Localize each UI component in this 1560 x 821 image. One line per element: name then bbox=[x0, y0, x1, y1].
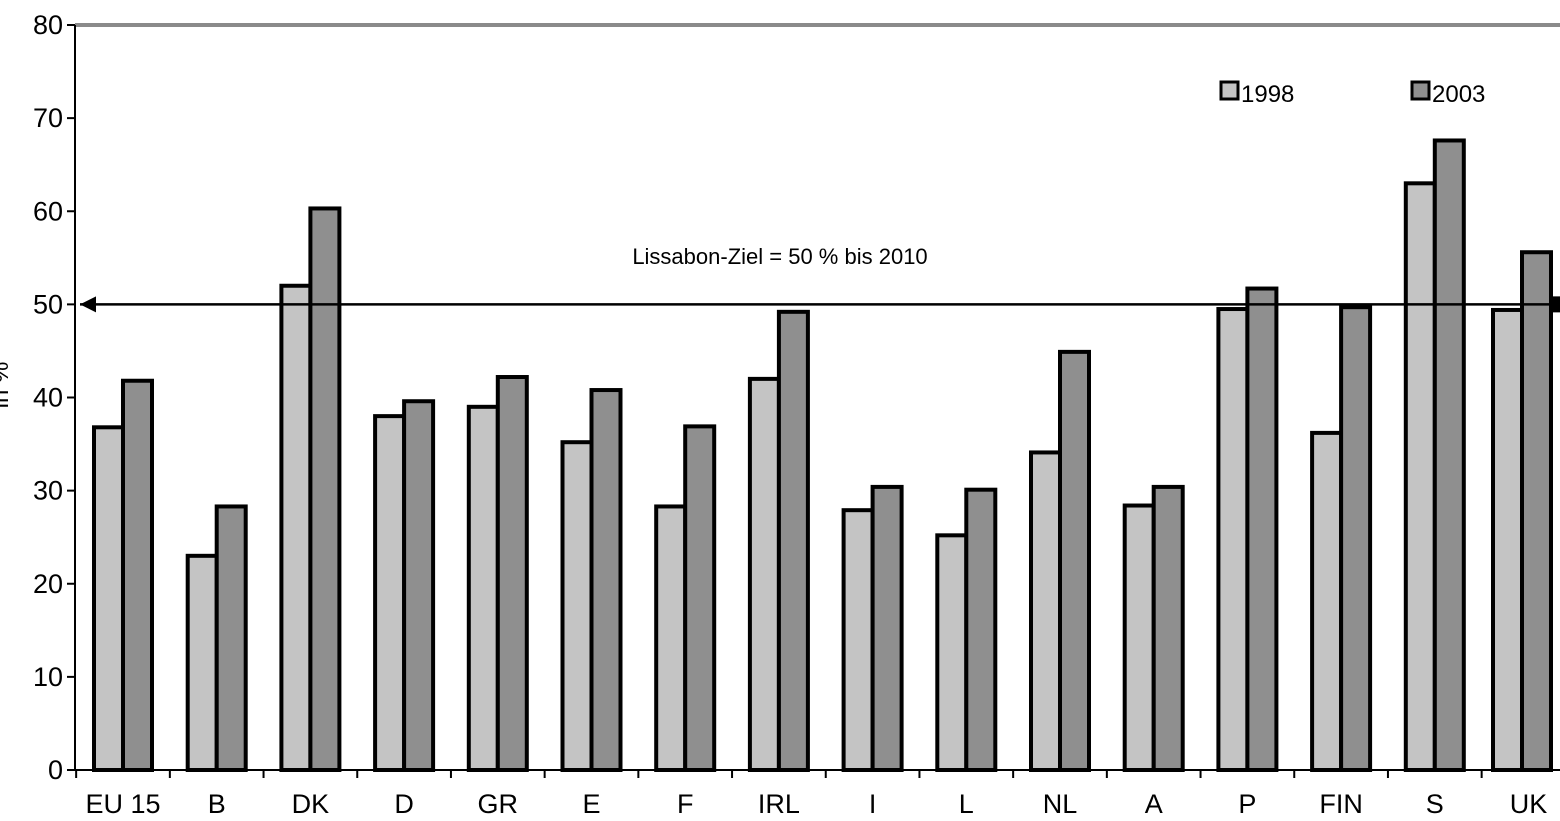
bar-2003-uk bbox=[1520, 250, 1553, 773]
x-tick-label: A bbox=[1145, 789, 1163, 819]
bar-1998-gr bbox=[466, 404, 500, 772]
bar-1998-b bbox=[185, 553, 219, 772]
bar-2003-eu-15 bbox=[121, 378, 154, 772]
bar-2003-b bbox=[214, 504, 248, 772]
bar-1998-i bbox=[841, 508, 875, 772]
x-tick-label: S bbox=[1426, 789, 1444, 819]
y-tick-label: 20 bbox=[33, 569, 63, 599]
x-tick-label: D bbox=[394, 789, 414, 819]
bar-1998-e bbox=[560, 440, 594, 772]
x-tick-label: L bbox=[959, 789, 974, 819]
bar-1998-s bbox=[1403, 181, 1437, 772]
legend-label-1998: 1998 bbox=[1241, 81, 1294, 108]
reference-arrow-right bbox=[1549, 296, 1560, 313]
bar-2003-e bbox=[589, 388, 623, 772]
bar-1998-irl bbox=[747, 376, 781, 772]
bar-2003-gr bbox=[495, 375, 529, 772]
bar-2003-s bbox=[1432, 138, 1466, 773]
x-tick-label: IRL bbox=[758, 789, 800, 819]
y-tick-label: 60 bbox=[33, 196, 63, 226]
bar-1998-a bbox=[1122, 503, 1156, 772]
bar-1998-fin bbox=[1310, 430, 1344, 772]
bar-1998-l bbox=[935, 533, 969, 773]
bar-2003-l bbox=[964, 487, 998, 772]
reference-line-group: Lissabon-Ziel = 50 % bis 2010 bbox=[80, 244, 1560, 313]
bar-2003-i bbox=[870, 484, 904, 772]
bar-1998-p bbox=[1216, 307, 1250, 772]
bars bbox=[92, 138, 1553, 773]
x-tick-label: NL bbox=[1043, 789, 1078, 819]
bar-1998-f bbox=[654, 504, 688, 772]
y-axis: 0 10 20 30 40 50 60 70 80 bbox=[33, 10, 76, 785]
bar-2003-irl bbox=[776, 309, 810, 772]
bar-2003-nl bbox=[1058, 349, 1091, 772]
legend-swatch-1998 bbox=[1219, 80, 1240, 101]
y-tick-label: 10 bbox=[33, 662, 63, 692]
bar-1998-uk bbox=[1491, 307, 1524, 772]
y-axis-label: in % bbox=[0, 362, 14, 409]
bar-1998-eu-15 bbox=[92, 425, 125, 772]
bar-2003-a bbox=[1151, 484, 1185, 772]
reference-line-label: Lissabon-Ziel = 50 % bis 2010 bbox=[632, 244, 927, 269]
legend-swatch-2003 bbox=[1410, 80, 1431, 101]
bar-2003-f bbox=[683, 424, 717, 772]
y-tick-label: 40 bbox=[33, 383, 63, 413]
bar-2003-p bbox=[1245, 286, 1279, 772]
y-tick-label: 50 bbox=[33, 289, 63, 319]
x-tick-label: UK bbox=[1510, 789, 1548, 819]
legend: 1998 2003 bbox=[1219, 80, 1485, 108]
bar-1998-nl bbox=[1029, 450, 1062, 772]
x-tick-label: I bbox=[869, 789, 877, 819]
x-tick-label: B bbox=[208, 789, 226, 819]
bar-2003-d bbox=[402, 399, 436, 772]
x-tick-label: FIN bbox=[1319, 789, 1363, 819]
x-tick-label: E bbox=[582, 789, 600, 819]
legend-label-2003: 2003 bbox=[1432, 81, 1485, 108]
reference-arrow-left bbox=[80, 296, 96, 313]
bar-2003-dk bbox=[308, 206, 342, 773]
x-tick-label: P bbox=[1238, 789, 1256, 819]
bar-1998-dk bbox=[279, 283, 313, 772]
x-tick-label: EU 15 bbox=[85, 789, 160, 819]
y-tick-label: 80 bbox=[33, 10, 63, 40]
y-tick-label: 30 bbox=[33, 476, 63, 506]
y-tick-label: 0 bbox=[48, 755, 63, 785]
y-tick-label: 70 bbox=[33, 103, 63, 133]
bar-2003-fin bbox=[1339, 305, 1373, 772]
x-tick-label: DK bbox=[292, 789, 330, 819]
x-tick-label: F bbox=[677, 789, 694, 819]
x-tick-label: GR bbox=[478, 789, 519, 819]
bar-1998-d bbox=[373, 414, 407, 772]
x-axis: EU 15 B DK D GR E F IRL I L NL A P FIN S UK bbox=[75, 769, 1560, 819]
